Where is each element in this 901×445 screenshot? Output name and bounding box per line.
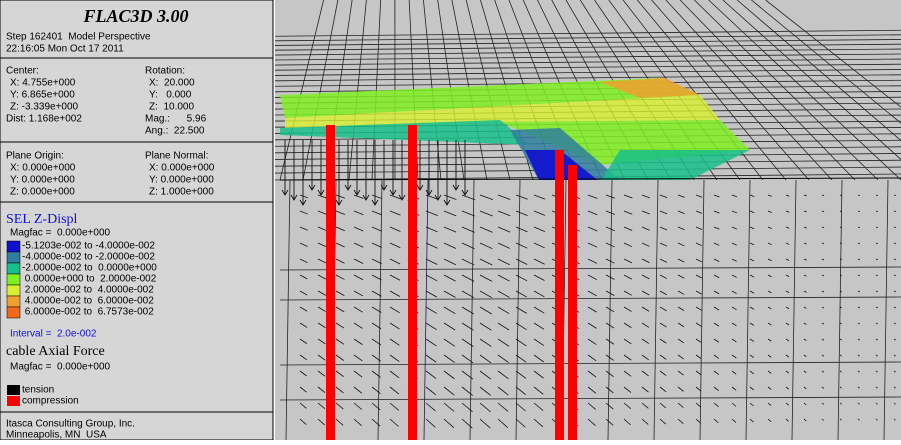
label: Center: bbox=[6, 66, 39, 77]
label: -5.1203e-002 to -4.0000e-002 bbox=[22, 241, 155, 252]
label: 2.0000e-002 to 4.0000e-002 bbox=[22, 285, 154, 296]
label: 4.0000e-002 to 6.0000e-002 bbox=[22, 296, 154, 307]
legend-swatch bbox=[7, 307, 20, 318]
cable-element bbox=[555, 150, 564, 440]
label: FLAC3D 3.00 bbox=[82, 6, 188, 26]
label: Itasca Consulting Group, Inc. bbox=[6, 419, 135, 430]
cable-element bbox=[326, 125, 335, 440]
label: X: 0.000e+000 bbox=[10, 163, 76, 174]
label: SEL Z-Displ bbox=[6, 212, 78, 227]
label: Minneapolis, MN USA bbox=[6, 430, 107, 440]
label: Z: 0.000e+000 bbox=[10, 187, 75, 198]
label: 6.0000e-002 to 6.7573e-002 bbox=[22, 307, 154, 318]
label: Magfac = 0.000e+000 bbox=[10, 228, 111, 239]
legend-swatch bbox=[7, 285, 20, 296]
label: X: 20.000 bbox=[149, 78, 195, 89]
label: Interval = 2.0e-002 bbox=[10, 329, 97, 340]
label: Step 162401 Model Perspective bbox=[6, 32, 151, 43]
label: X: 0.000e+000 bbox=[149, 163, 215, 174]
label: Plane Origin: bbox=[6, 151, 64, 162]
label: Y: 6.865e+000 bbox=[10, 90, 75, 101]
label: tension bbox=[22, 385, 54, 396]
label: Y: 0.000 bbox=[149, 90, 192, 101]
label: 0.0000e+000 to 2.0000e-002 bbox=[22, 274, 157, 285]
label: X: 4.755e+000 bbox=[10, 78, 76, 89]
label: 22:16:05 Mon Oct 17 2011 bbox=[6, 44, 124, 55]
label: Y: 0.000e+000 bbox=[149, 175, 214, 186]
label: -4.0000e-002 to -2.0000e-002 bbox=[22, 252, 155, 263]
legend-swatch bbox=[7, 396, 20, 406]
legend-swatch bbox=[7, 241, 20, 252]
label: Mag.: 5.96 bbox=[145, 114, 207, 125]
legend-swatch bbox=[7, 296, 20, 307]
label: Z: -3.339e+000 bbox=[10, 102, 79, 113]
label: Magfac = 0.000e+000 bbox=[10, 362, 111, 373]
label: -2.0000e-002 to 0.0000e+000 bbox=[22, 263, 157, 274]
legend-swatch bbox=[7, 263, 20, 274]
label: compression bbox=[22, 396, 79, 407]
label: Dist: 1.168e+002 bbox=[6, 114, 82, 125]
label: cable Axial Force bbox=[6, 344, 105, 359]
legend-swatch bbox=[7, 252, 20, 263]
label: Ang.: 22.500 bbox=[145, 126, 205, 137]
label: Z: 1.000e+000 bbox=[149, 187, 214, 198]
front-face bbox=[280, 180, 901, 440]
cable-element bbox=[408, 125, 417, 440]
flac3d-window: FLAC3D 3.00 Step 162401 Model Perspective… bbox=[0, 0, 901, 440]
label: Z: 10.000 bbox=[149, 102, 194, 113]
legend-swatch bbox=[7, 385, 20, 395]
label: Rotation: bbox=[145, 66, 185, 77]
cable-element bbox=[568, 165, 577, 440]
label: Plane Normal: bbox=[145, 151, 208, 162]
legend-swatch bbox=[7, 274, 20, 285]
label: Y: 0.000e+000 bbox=[10, 175, 75, 186]
